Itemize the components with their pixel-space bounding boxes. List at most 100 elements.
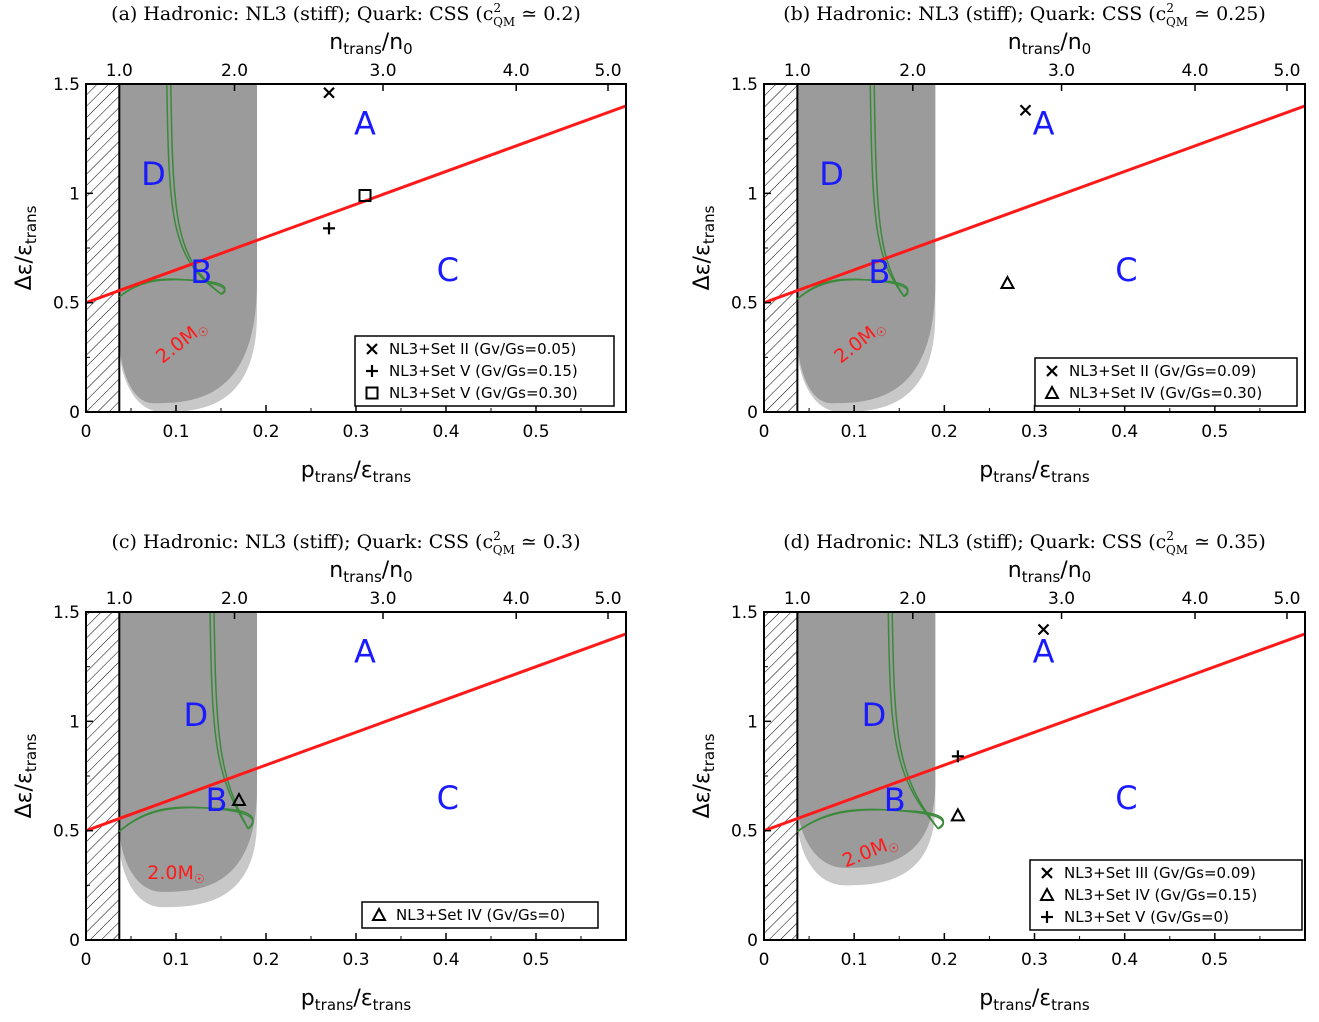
region-label-c: C bbox=[437, 779, 459, 817]
mass-band-dark bbox=[119, 84, 257, 404]
x-tick-label: 0 bbox=[81, 950, 92, 970]
region-label-c: C bbox=[1115, 779, 1137, 817]
top-tick-label: 3.0 bbox=[1048, 589, 1075, 609]
top-tick-label: 1.0 bbox=[106, 589, 133, 609]
y-tick-label: 1.5 bbox=[53, 75, 80, 95]
region-label-c: C bbox=[1115, 251, 1137, 289]
region-label-d: D bbox=[141, 155, 166, 193]
plot-area: AB CD2.0M☉ bbox=[86, 612, 626, 940]
region-label-a: A bbox=[354, 105, 376, 143]
top-tick-label: 3.0 bbox=[369, 589, 396, 609]
data-point-1 bbox=[323, 86, 335, 99]
data-point-3 bbox=[951, 750, 964, 763]
region-label-a: A bbox=[354, 633, 376, 671]
x-tick-label: 0.3 bbox=[342, 422, 369, 442]
excluded-region-hatch bbox=[86, 84, 120, 412]
top-tick-label: 2.0 bbox=[899, 61, 926, 81]
legend-marker bbox=[1041, 911, 1053, 923]
y-axis-label: Δε/εtrans bbox=[690, 733, 718, 818]
region-label-d: D bbox=[862, 696, 887, 734]
y-tick-label: 1.5 bbox=[53, 603, 80, 623]
green-curve-lower bbox=[796, 278, 909, 300]
legend-entry: NL3+Set IV (Gv/Gs=0.15) bbox=[1064, 886, 1257, 904]
x-axis-label: ptrans/εtrans bbox=[979, 458, 1090, 486]
top-tick-label: 5.0 bbox=[594, 61, 621, 81]
legend-box bbox=[354, 335, 615, 407]
mass-band-dark bbox=[119, 612, 257, 892]
panel-title: (d) Hadronic: NL3 (stiff); Quark: CSS (c… bbox=[783, 529, 1266, 557]
panel-title: (b) Hadronic: NL3 (stiff); Quark: CSS (c… bbox=[783, 1, 1266, 29]
legend: NL3+Set II (Gv/Gs=0.09) NL3+Set IV (Gv/Gs… bbox=[1034, 357, 1298, 407]
panel-b: AB CD2.0M☉0 0.1 0.2 0.3 0.4 0.500.511.51.0 2.0 3… bbox=[690, 1, 1306, 486]
critical-line bbox=[764, 104, 1305, 305]
top-axis-label: ntrans/n0 bbox=[1008, 558, 1091, 586]
region-label-a: A bbox=[1033, 105, 1055, 143]
legend-entry: NL3+Set III (Gv/Gs=0.09) bbox=[1064, 864, 1256, 882]
x-tick-label: 0.4 bbox=[432, 950, 459, 970]
data-point-2 bbox=[999, 274, 1016, 289]
y-tick-label: 0.5 bbox=[53, 822, 80, 842]
region-label-d: D bbox=[183, 696, 208, 734]
legend-box bbox=[1029, 859, 1303, 931]
green-curve-upper bbox=[213, 612, 249, 829]
y-tick-label: 0 bbox=[747, 403, 758, 423]
top-tick-label: 5.0 bbox=[1273, 61, 1300, 81]
critical-line bbox=[86, 632, 626, 833]
data-point-2 bbox=[323, 222, 335, 235]
x-tick-label: 0.4 bbox=[1111, 950, 1138, 970]
top-tick-label: 5.0 bbox=[594, 589, 621, 609]
x-tick-label: 0.1 bbox=[162, 950, 189, 970]
green-curve-lower bbox=[118, 806, 254, 833]
panel-c: A B C D 2.0M☉ 0 0.1 0.2 0.3 0.4 0.5 0 0.5 1 1.5 1.0 2.0 3… bbox=[12, 529, 627, 1014]
y-tick-label: 0 bbox=[69, 931, 80, 951]
top-tick-label: 2.0 bbox=[221, 589, 248, 609]
critical-line bbox=[86, 104, 626, 305]
top-tick-label: 4.0 bbox=[1181, 589, 1208, 609]
mass-label: 2.0M☉ bbox=[147, 862, 204, 886]
top-tick-label: 1.0 bbox=[784, 589, 811, 609]
top-tick-label: 2.0 bbox=[221, 61, 248, 81]
legend-entry: NL3+Set V (Gv/Gs=0) bbox=[1064, 908, 1229, 926]
y-tick-label: 0.5 bbox=[731, 294, 758, 314]
x-tick-label: 0 bbox=[759, 422, 770, 442]
y-tick-label: 1.5 bbox=[731, 603, 758, 623]
x-tick-label: 0.1 bbox=[841, 950, 868, 970]
legend-marker bbox=[1039, 886, 1055, 901]
panel-a: AB CD2.0M☉0 0.1 0.2 0.3 0.4 0.500.511.51.0 2.0 3… bbox=[12, 1, 627, 486]
y-tick-label: 0 bbox=[747, 931, 758, 951]
top-tick-label: 4.0 bbox=[503, 61, 530, 81]
top-axis-label: ntrans/n0 bbox=[329, 558, 412, 586]
green-curve-upper bbox=[873, 84, 905, 297]
legend-entry: NL3+Set V (Gv/Gs=0.30) bbox=[389, 384, 578, 402]
y-axis-label: Δε/εtrans bbox=[12, 733, 40, 818]
region-label-b: B bbox=[190, 253, 212, 291]
x-tick-label: 0 bbox=[81, 422, 92, 442]
green-curve-upper bbox=[209, 612, 249, 829]
y-axis-label: Δε/εtrans bbox=[12, 205, 40, 290]
x-tick-label: 0.4 bbox=[432, 422, 459, 442]
data-point-1 bbox=[1019, 104, 1032, 117]
mass-band-dark bbox=[797, 612, 936, 868]
data-point-3 bbox=[358, 189, 372, 203]
green-curve-upper bbox=[869, 84, 905, 297]
mass-band-dark bbox=[797, 84, 936, 404]
plot-area: AB CD2.0M☉ bbox=[764, 84, 1305, 412]
legend-marker bbox=[365, 386, 379, 400]
green-curve-lower bbox=[796, 808, 945, 833]
x-tick-label: 0.3 bbox=[342, 950, 369, 970]
x-tick-label: 0.5 bbox=[1201, 950, 1228, 970]
y-tick-label: 0 bbox=[69, 403, 80, 423]
plot-area: AB CD2.0M☉ bbox=[86, 84, 626, 412]
region-label-c: C bbox=[437, 251, 459, 289]
legend-marker bbox=[1046, 365, 1058, 377]
legend-marker bbox=[366, 343, 378, 355]
top-axis-label: ntrans/n0 bbox=[329, 30, 412, 58]
top-tick-label: 3.0 bbox=[1048, 61, 1075, 81]
legend-entry: NL3+Set IV (Gv/Gs=0.30) bbox=[1069, 384, 1262, 402]
excluded-region-hatch bbox=[86, 612, 120, 940]
top-tick-label: 2.0 bbox=[899, 589, 926, 609]
legend-marker bbox=[371, 906, 387, 921]
x-tick-label: 0.2 bbox=[252, 422, 279, 442]
y-tick-label: 0.5 bbox=[53, 294, 80, 314]
legend-marker bbox=[1041, 867, 1053, 879]
